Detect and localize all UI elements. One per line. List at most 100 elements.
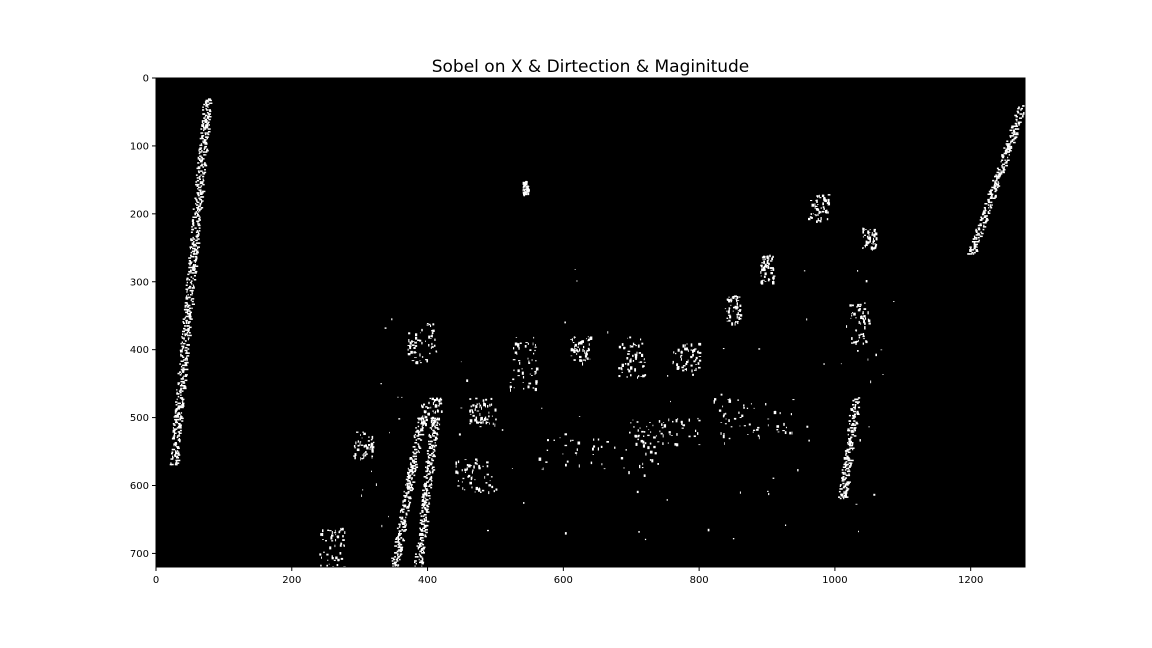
pixel-mark — [412, 465, 414, 467]
pixel-mark — [484, 417, 486, 421]
pixel-mark — [416, 431, 419, 433]
pixel-mark — [845, 490, 848, 493]
pixel-mark — [728, 399, 732, 403]
pixel-mark — [181, 337, 185, 339]
pixel-mark — [202, 190, 206, 193]
pixel-mark — [323, 551, 325, 553]
pixel-mark — [181, 348, 184, 350]
pixel-mark — [848, 466, 851, 468]
pixel-mark — [179, 391, 182, 394]
pixel-mark — [177, 425, 181, 428]
pixel-mark — [729, 299, 733, 301]
pixel-mark — [994, 181, 997, 183]
pixel-mark — [194, 197, 197, 199]
pixel-mark — [827, 200, 830, 203]
pixel-mark — [193, 251, 195, 254]
plot-frame — [155, 77, 1026, 568]
pixel-mark — [845, 482, 847, 485]
pixel-mark — [335, 534, 337, 536]
pixel-mark — [1014, 136, 1017, 138]
pixel-mark — [434, 417, 436, 420]
pixel-mark — [639, 464, 641, 469]
pixel-mark — [483, 403, 486, 407]
pixel-mark — [853, 435, 857, 437]
pixel-mark — [969, 250, 972, 252]
pixel-mark — [535, 367, 539, 371]
pixel-mark — [179, 371, 182, 373]
pixel-mark — [192, 265, 196, 267]
pixel-mark — [989, 197, 993, 199]
pixel-mark — [194, 245, 197, 247]
pixel-mark — [1010, 145, 1013, 148]
pixel-mark — [1010, 140, 1014, 142]
pixel-mark — [473, 465, 475, 469]
pixel-mark — [975, 234, 978, 236]
pixel-mark — [1002, 169, 1006, 171]
pixel-mark — [399, 550, 402, 553]
pixel-mark — [402, 539, 406, 542]
pixel-mark — [995, 183, 999, 186]
pixel-mark — [1015, 132, 1019, 134]
pixel-mark — [848, 439, 851, 441]
pixel-mark — [1000, 171, 1003, 174]
pixel-mark — [676, 363, 679, 367]
pixel-mark — [408, 497, 411, 500]
pixel-mark — [401, 396, 403, 398]
pixel-mark — [640, 338, 642, 341]
pixel-mark — [680, 420, 683, 424]
pixel-mark — [845, 473, 847, 475]
pixel-mark — [488, 491, 490, 495]
pixel-mark — [860, 316, 863, 320]
pixel-mark — [990, 196, 993, 198]
pixel-mark — [427, 413, 430, 415]
pixel-mark — [321, 556, 323, 559]
pixel-mark — [169, 463, 172, 466]
pixel-mark — [729, 307, 731, 310]
pixel-mark — [203, 163, 207, 166]
pixel-mark — [851, 431, 853, 433]
pixel-mark — [413, 352, 417, 354]
pixel-mark — [481, 406, 482, 410]
pixel-mark — [430, 347, 432, 349]
pixel-mark — [180, 355, 183, 357]
pixel-mark — [189, 272, 191, 274]
pixel-mark — [993, 185, 997, 187]
pixel-mark — [734, 322, 736, 326]
pixel-mark — [195, 231, 198, 233]
pixel-mark — [184, 333, 188, 335]
pixel-mark — [184, 375, 188, 377]
pixel-mark — [200, 132, 204, 134]
pixel-mark — [1005, 143, 1009, 145]
pixel-mark — [202, 140, 204, 142]
pixel-mark — [397, 554, 399, 557]
pixel-mark — [206, 136, 209, 138]
pixel-mark — [525, 181, 528, 184]
pixel-mark — [629, 345, 631, 348]
pixel-mark — [399, 524, 401, 527]
pixel-mark — [180, 380, 183, 383]
pixel-mark — [643, 474, 646, 477]
pixel-mark — [625, 449, 627, 451]
pixel-mark — [480, 421, 483, 424]
pixel-mark — [196, 250, 199, 252]
pixel-mark — [198, 208, 202, 210]
pixel-mark — [684, 344, 686, 347]
pixel-mark — [487, 529, 489, 532]
pixel-mark — [576, 280, 578, 282]
pixel-mark — [845, 454, 847, 456]
pixel-mark — [1014, 122, 1017, 125]
pixel-mark — [180, 397, 184, 399]
pixel-mark — [481, 489, 485, 492]
pixel-mark — [523, 192, 527, 195]
pixel-mark — [421, 534, 423, 536]
pixel-mark — [728, 437, 731, 440]
pixel-mark — [475, 486, 478, 491]
pixel-mark — [637, 435, 640, 438]
pixel-mark — [418, 558, 420, 561]
pixel-mark — [533, 336, 535, 339]
pixel-mark — [973, 246, 977, 248]
pixel-mark — [369, 447, 371, 450]
pixel-mark — [196, 235, 199, 238]
pixel-mark — [205, 102, 207, 104]
pixel-mark — [472, 411, 474, 414]
